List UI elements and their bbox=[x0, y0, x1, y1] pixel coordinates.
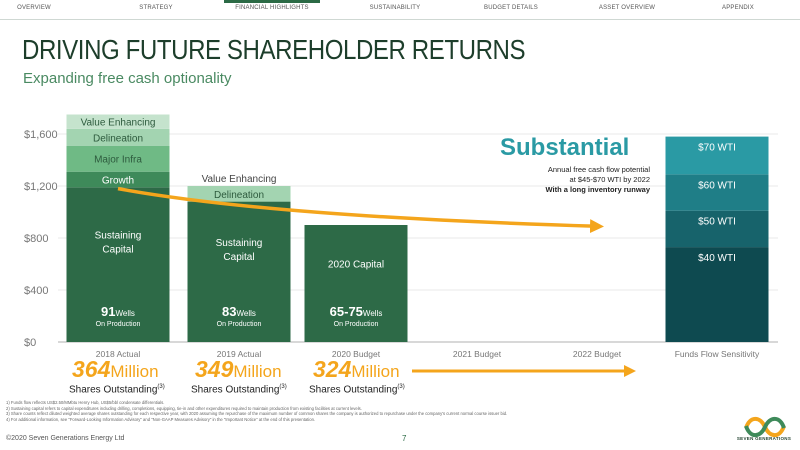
shares-2018-unit: Million bbox=[110, 362, 159, 381]
nav-active-indicator bbox=[224, 0, 320, 3]
nav-asset-overview[interactable]: ASSET OVERVIEW bbox=[598, 5, 656, 11]
shares-label-text: Shares Outstanding bbox=[309, 384, 398, 396]
wells-sub: On Production bbox=[96, 321, 141, 328]
bar-segment-sustaining-capital bbox=[187, 201, 291, 342]
footnote-1: 1) Funds flow reflects US$2.50/MMbtu Hen… bbox=[6, 400, 165, 405]
segment-label: Value Enhancing bbox=[81, 118, 156, 129]
segment-label: Sustaining bbox=[95, 231, 142, 242]
segment-label: Delineation bbox=[93, 133, 143, 144]
bar-segment-major-infra bbox=[66, 145, 170, 172]
nav-overview[interactable]: OVERVIEW bbox=[17, 5, 51, 11]
sensitivity-label: $50 WTI bbox=[698, 217, 736, 228]
x-tick-label: 2020 Budget bbox=[332, 349, 381, 359]
y-tick-label: $800 bbox=[24, 233, 48, 245]
bar-segment-value-enhancing bbox=[66, 114, 170, 129]
seven-generations-logo-icon bbox=[744, 416, 786, 438]
footnote-4: 4) For additional information, see "Forw… bbox=[6, 416, 316, 422]
bar-segment-sustaining-capital bbox=[66, 187, 170, 342]
x-tick-label: Funds Flow Sensitivity bbox=[675, 349, 760, 359]
shares-2020: 324Million bbox=[313, 356, 400, 383]
y-tick-label: $1,600 bbox=[24, 129, 58, 141]
shares-label-text: Shares Outstanding bbox=[191, 384, 280, 396]
shares-2018: 364Million bbox=[72, 356, 159, 383]
top-nav: OVERVIEW STRATEGY FINANCIAL HIGHLIGHTS S… bbox=[0, 0, 800, 20]
wells-unit: Wells bbox=[116, 309, 135, 318]
wells-count: 91Wells bbox=[101, 304, 135, 319]
shares-2018-num: 364 bbox=[72, 356, 111, 382]
segment-label: Sustaining bbox=[216, 238, 263, 249]
trend-arrow bbox=[117, 186, 604, 234]
y-tick-label: $400 bbox=[24, 285, 48, 297]
footnote-ref: (3) bbox=[279, 384, 287, 390]
wells-num: 65-75 bbox=[330, 304, 363, 319]
bar-segment-delineation bbox=[66, 128, 170, 146]
annotation-line-1: Annual free cash flow potential bbox=[547, 165, 650, 174]
nav-budget-details[interactable]: BUDGET DETAILS bbox=[484, 5, 538, 11]
shares-2020-unit: Million bbox=[351, 362, 400, 381]
sensitivity-label: $70 WTI bbox=[698, 143, 736, 154]
sensitivity-segment bbox=[665, 247, 769, 342]
nav-financial-highlights[interactable]: FINANCIAL HIGHLIGHTS bbox=[235, 5, 309, 11]
footnote-3: 3) Share counts reflect diluted weighted… bbox=[6, 411, 508, 417]
x-tick-label: 2022 Budget bbox=[573, 349, 622, 359]
shares-label-2019: Shares Outstanding(3) bbox=[191, 384, 287, 395]
segment-label: Capital bbox=[102, 245, 133, 256]
sensitivity-label: $40 WTI bbox=[698, 253, 736, 264]
segment-label: Growth bbox=[102, 176, 134, 187]
annotation-line-3: With a long inventory runway bbox=[545, 185, 650, 194]
sensitivity-segment bbox=[665, 174, 769, 211]
wells-sub: On Production bbox=[334, 321, 379, 328]
shares-label-text: Shares Outstanding bbox=[69, 384, 158, 396]
page-number: 7 bbox=[402, 434, 407, 443]
bar-segment-growth bbox=[66, 171, 170, 188]
footnote-ref: (3) bbox=[397, 384, 405, 390]
nav-strategy[interactable]: STRATEGY bbox=[139, 5, 173, 11]
wells-unit: Wells bbox=[363, 309, 382, 318]
segment-label: Major Infra bbox=[94, 155, 142, 166]
shares-label-2020: Shares Outstanding(3) bbox=[309, 384, 405, 395]
wells-num: 91 bbox=[101, 304, 115, 319]
wells-unit: Wells bbox=[237, 309, 256, 318]
sensitivity-segment bbox=[665, 210, 769, 248]
shares-label-2018: Shares Outstanding(3) bbox=[69, 384, 165, 395]
segment-label: Delineation bbox=[214, 190, 264, 201]
footnote-ref: (3) bbox=[157, 384, 165, 390]
y-tick-label: $1,200 bbox=[24, 181, 58, 193]
bar-segment-delineation bbox=[187, 186, 291, 202]
shares-2019-num: 349 bbox=[195, 356, 234, 382]
top-label: Value Enhancing bbox=[202, 174, 277, 185]
shares-2019: 349Million bbox=[195, 356, 282, 383]
x-tick-label: 2021 Budget bbox=[453, 349, 502, 359]
substantial-headline: Substantial bbox=[500, 134, 630, 161]
page-title: DRIVING FUTURE SHAREHOLDER RETURNS bbox=[22, 34, 526, 65]
nav-sustainability[interactable]: SUSTAINABILITY bbox=[369, 5, 421, 11]
copyright: ©2020 Seven Generations Energy Ltd bbox=[6, 435, 125, 442]
annotation-line-2: at $45-$70 WTI by 2022 bbox=[569, 175, 650, 184]
footnotes: 1) Funds flow reflects US$2.50/MMbtu Hen… bbox=[6, 400, 686, 422]
sensitivity-segment bbox=[665, 136, 769, 175]
nav-appendix[interactable]: APPENDIX bbox=[722, 5, 754, 11]
footnote-2: 2) Sustaining capital refers to capital … bbox=[6, 405, 362, 411]
segment-label: Capital bbox=[223, 252, 254, 263]
shares-2020-num: 324 bbox=[313, 356, 352, 382]
segment-label: 2020 Capital bbox=[328, 260, 384, 271]
bar-segment-2020-capital bbox=[304, 225, 408, 342]
wells-count: 83Wells bbox=[222, 304, 256, 319]
wells-num: 83 bbox=[222, 304, 236, 319]
wells-sub: On Production bbox=[217, 321, 262, 328]
shares-2019-unit: Million bbox=[233, 362, 282, 381]
sensitivity-label: $60 WTI bbox=[698, 180, 736, 191]
x-tick-label: 2018 Actual bbox=[96, 349, 141, 359]
wells-count: 65-75Wells bbox=[330, 304, 383, 319]
logo-text: SEVEN GENERATIONS bbox=[736, 436, 792, 441]
y-tick-label: $0 bbox=[24, 337, 36, 349]
page-subtitle: Expanding free cash optionality bbox=[23, 70, 232, 87]
x-tick-label: 2019 Actual bbox=[217, 349, 262, 359]
